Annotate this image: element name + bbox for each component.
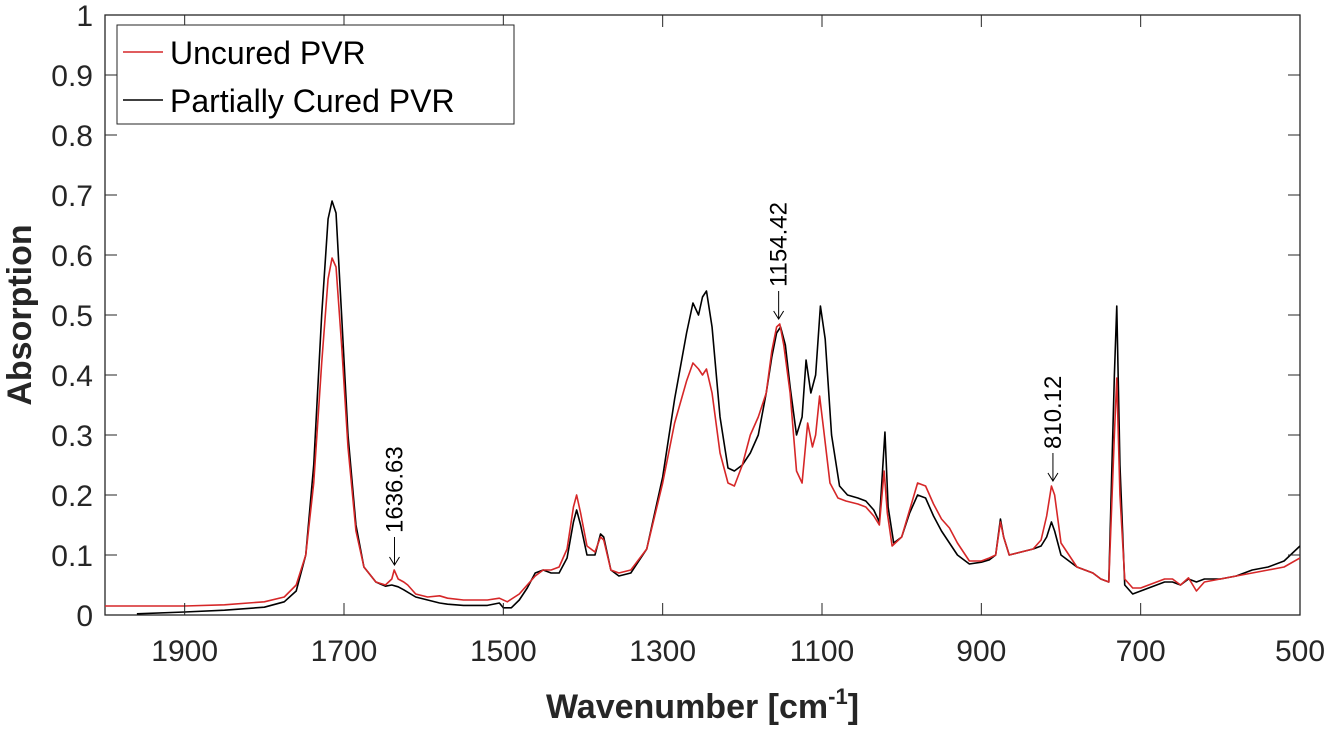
legend: Uncured PVR Partially Cured PVR [116,24,515,125]
y-tick-label: 0.6 [51,240,93,273]
series-layer [105,200,1300,615]
y-tick-label: 0.3 [51,420,93,453]
x-tick-label: 900 [956,635,1006,668]
annotation-arrowhead [389,556,400,566]
legend-label: Partially Cured PVR [170,83,455,119]
annotation-label: 1154.42 [766,202,793,287]
annotation-arrowhead [773,310,785,320]
legend-label: Uncured PVR [170,35,366,71]
x-tick-label: 700 [1116,635,1166,668]
peak-annotation: 1154.42 [766,202,793,320]
legend-box [116,24,515,125]
annotation-label: 1636.63 [381,446,408,533]
y-axis-label: Absorption [1,224,39,405]
x-tick-label: 1500 [470,635,537,668]
y-tick-label: 0.7 [51,180,93,213]
y-tick-label: 1 [76,0,93,33]
x-axis-label-main: Wavenumber [cm [546,688,828,726]
y-tick-label: 0.4 [51,360,93,393]
peak-annotation: 810.12 [1040,376,1067,482]
y-tick-label: 0.2 [51,480,93,513]
x-axis-label-suffix: ] [848,688,859,726]
y-tick-label: 0.9 [51,60,93,93]
ticks-layer: 1900 1700 1500 1300 1100 900 700 500 0 0.1 0.2 0.3 0… [51,0,1325,668]
x-tick-label: 1700 [311,635,378,668]
y-tick-label: 0.8 [51,120,93,153]
series-line-0 [105,257,1300,607]
x-tick-label: 500 [1275,635,1325,668]
annotation-layer: 1636.63 1154.42 810.12 [381,202,1067,566]
x-tick-label: 1900 [151,635,218,668]
x-axis-label: Wavenumber [cm-1] [546,684,859,726]
y-tick-label: 0.1 [51,540,93,573]
x-tick-label: 1300 [629,635,696,668]
x-axis-label-superscript: -1 [828,684,848,709]
peak-annotation: 1636.63 [381,446,408,566]
y-tick-label: 0.5 [51,300,93,333]
x-tick-label: 1100 [790,635,855,668]
annotation-arrowhead [1047,472,1059,482]
annotation-label: 810.12 [1040,376,1067,449]
y-tick-label: 0 [76,600,93,633]
